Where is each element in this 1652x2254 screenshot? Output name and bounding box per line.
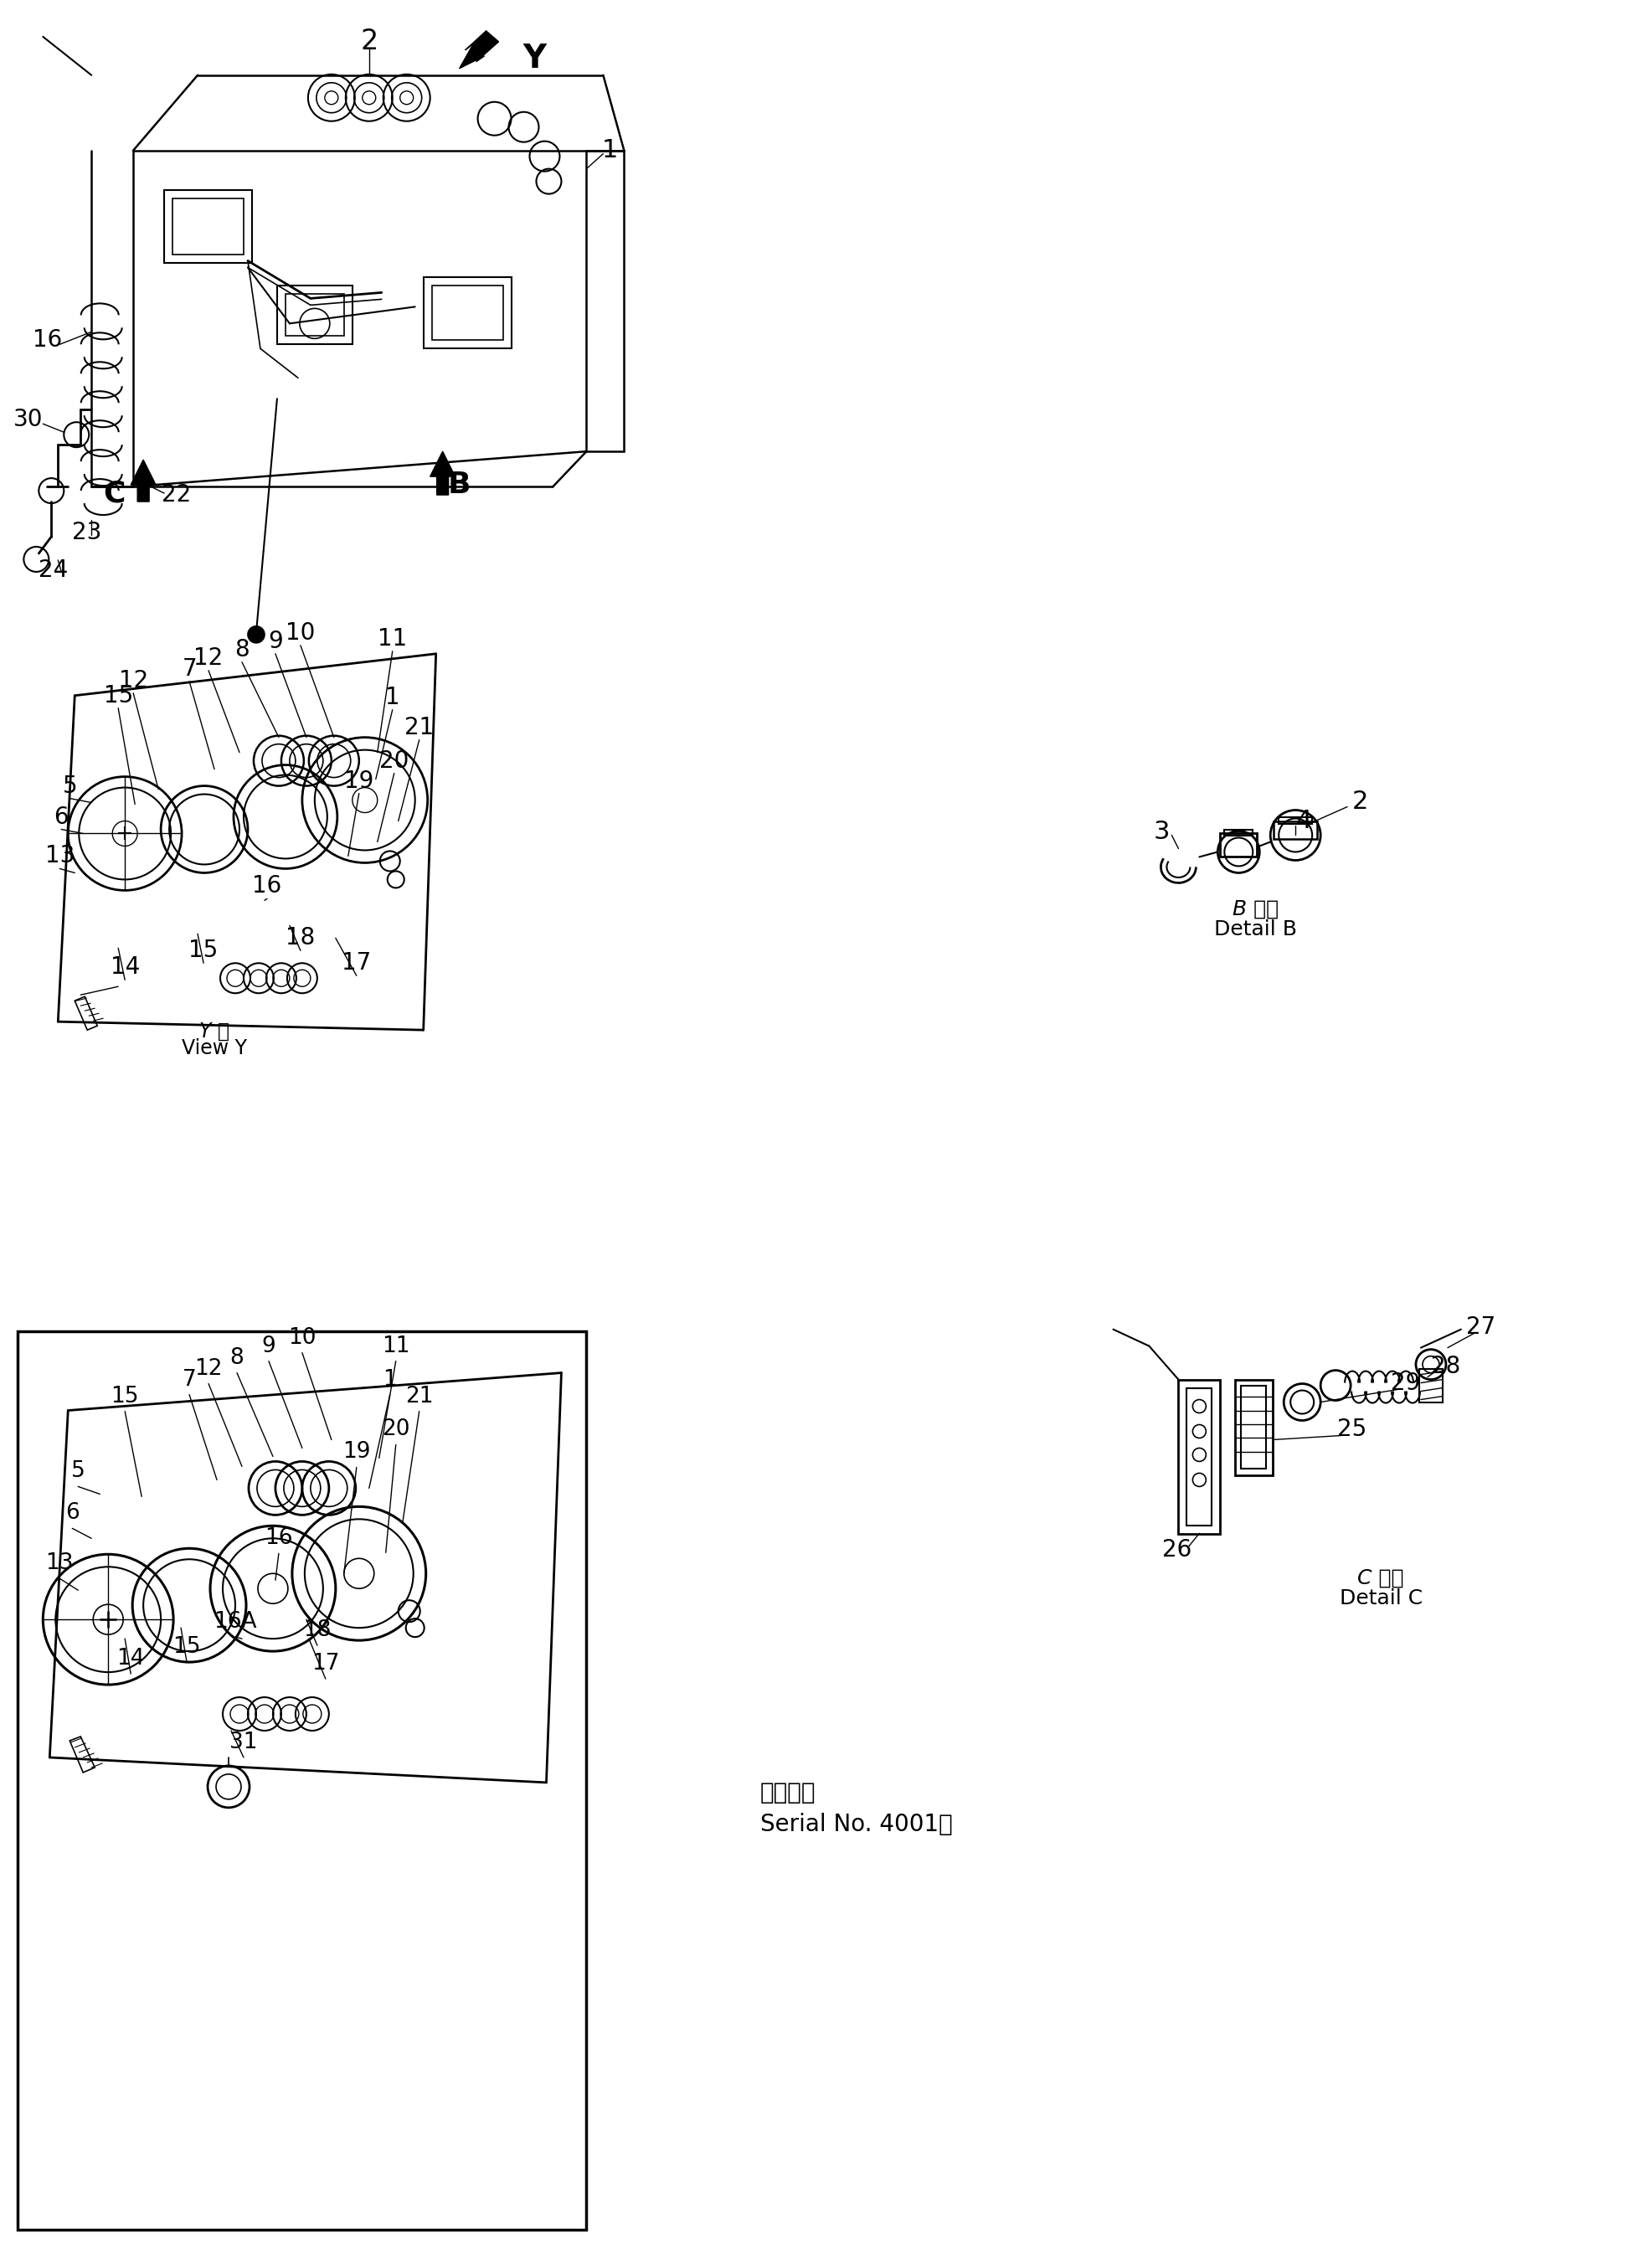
Text: Detail C: Detail C — [1340, 1589, 1422, 1609]
Bar — [1221, 834, 1257, 857]
Text: 18: 18 — [286, 926, 316, 949]
Text: Serial No. 4001～: Serial No. 4001～ — [760, 1812, 953, 1837]
Text: 2: 2 — [1351, 789, 1368, 814]
Text: 13: 13 — [46, 1553, 74, 1573]
Text: 15: 15 — [173, 1636, 202, 1659]
Text: 17: 17 — [312, 1652, 340, 1675]
Text: 21: 21 — [405, 1386, 433, 1406]
Text: 16: 16 — [33, 329, 61, 352]
Text: 31: 31 — [230, 1731, 258, 1754]
Text: 適用号機: 適用号機 — [760, 1781, 816, 1803]
Text: 5: 5 — [71, 1461, 86, 1483]
Text: 16: 16 — [264, 1528, 292, 1548]
Bar — [164, 189, 253, 264]
Text: 14: 14 — [111, 956, 140, 978]
Text: 30: 30 — [13, 408, 43, 431]
Text: 3: 3 — [1153, 820, 1170, 843]
Text: 7: 7 — [182, 1368, 197, 1391]
Polygon shape — [131, 460, 155, 503]
Bar — [1236, 1379, 1274, 1476]
Text: C 詳細: C 詳細 — [1358, 1567, 1404, 1587]
Bar — [423, 277, 510, 349]
Text: 11: 11 — [382, 1334, 410, 1357]
Text: 6: 6 — [64, 1503, 79, 1524]
Text: 8: 8 — [230, 1348, 244, 1368]
Text: 22: 22 — [162, 482, 192, 507]
Text: 4: 4 — [1295, 809, 1312, 834]
Text: 15: 15 — [111, 1386, 139, 1406]
Text: 1: 1 — [383, 1368, 396, 1391]
Bar — [1178, 1379, 1221, 1535]
Text: 7: 7 — [182, 658, 197, 681]
Text: 8: 8 — [235, 638, 249, 660]
Text: 17: 17 — [342, 951, 372, 974]
Bar — [172, 198, 243, 255]
Bar — [1274, 820, 1317, 838]
Text: 23: 23 — [71, 521, 101, 543]
Text: 6: 6 — [55, 805, 69, 829]
Bar — [18, 1332, 586, 2229]
Bar — [1186, 1388, 1213, 1526]
Text: 14: 14 — [117, 1648, 145, 1670]
Text: B 詳細: B 詳細 — [1232, 899, 1279, 920]
Bar — [1279, 816, 1312, 823]
Text: 21: 21 — [405, 715, 434, 739]
Text: 10: 10 — [287, 1328, 316, 1348]
Text: 9: 9 — [261, 1334, 276, 1357]
Text: 12: 12 — [195, 1357, 223, 1379]
Text: 16: 16 — [253, 875, 282, 897]
Text: 26: 26 — [1161, 1537, 1191, 1562]
Text: 28: 28 — [1431, 1355, 1460, 1377]
Text: Y 視: Y 視 — [200, 1021, 230, 1041]
Bar — [286, 295, 344, 336]
Text: 1: 1 — [385, 685, 400, 710]
Text: 19: 19 — [342, 1440, 370, 1463]
Text: 11: 11 — [378, 627, 408, 651]
Bar — [1419, 1368, 1442, 1402]
Text: 19: 19 — [344, 769, 373, 793]
Bar — [278, 286, 352, 345]
Text: 2: 2 — [360, 27, 378, 56]
Polygon shape — [430, 451, 456, 496]
Text: 13: 13 — [45, 845, 74, 868]
Text: 25: 25 — [1338, 1418, 1368, 1440]
Circle shape — [248, 627, 264, 642]
Bar — [431, 286, 502, 340]
Bar — [1224, 829, 1252, 836]
Polygon shape — [459, 32, 499, 68]
Text: 18: 18 — [304, 1618, 332, 1641]
Text: 15: 15 — [104, 683, 132, 708]
Text: 27: 27 — [1467, 1314, 1495, 1339]
Text: 9: 9 — [268, 629, 282, 654]
Text: 5: 5 — [63, 773, 78, 798]
Text: 1: 1 — [601, 137, 618, 162]
Text: 12: 12 — [193, 647, 223, 669]
Text: C: C — [102, 480, 126, 507]
Text: 10: 10 — [286, 622, 316, 645]
Text: 24: 24 — [38, 559, 68, 582]
Text: 12: 12 — [119, 669, 149, 692]
Text: 20: 20 — [382, 1418, 410, 1440]
Text: Detail B: Detail B — [1214, 920, 1297, 940]
Text: 29: 29 — [1391, 1370, 1421, 1395]
Text: 20: 20 — [380, 748, 410, 773]
Text: B: B — [448, 471, 471, 498]
Bar — [1241, 1386, 1265, 1470]
Text: 15: 15 — [188, 940, 218, 962]
Text: 16A: 16A — [213, 1612, 256, 1632]
Text: Y: Y — [524, 43, 547, 74]
Text: View Y: View Y — [182, 1039, 248, 1059]
